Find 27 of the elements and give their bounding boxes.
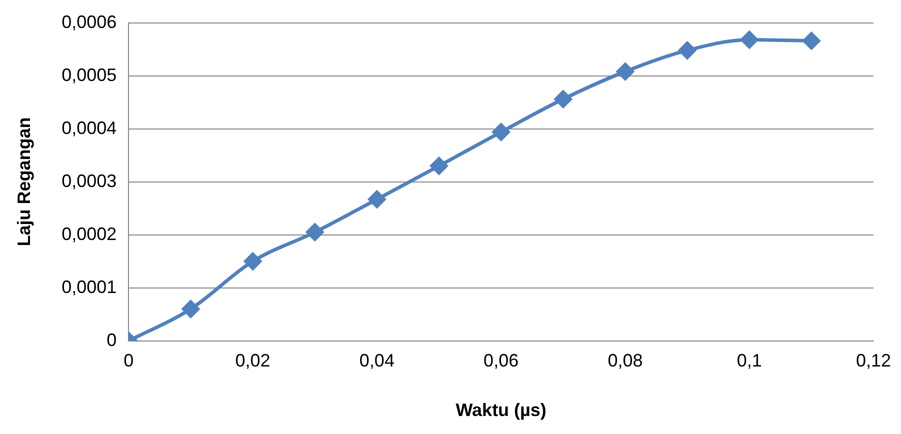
point <box>492 123 510 141</box>
x-axis-title: Waktu (µs) <box>456 400 546 420</box>
point <box>554 90 572 108</box>
x-tick-label: 0,12 <box>856 350 892 371</box>
y-tick-label: 0,0002 <box>62 224 117 244</box>
x-tick-label: 0 <box>124 350 134 371</box>
y-tick-label: 0,0003 <box>62 170 117 191</box>
y-tick-label: 0,0001 <box>62 276 117 297</box>
y-tick-label: 0,0004 <box>62 118 117 138</box>
point <box>678 42 696 60</box>
point <box>368 190 386 208</box>
point <box>802 32 820 50</box>
x-tick-label: 0,08 <box>608 350 643 371</box>
point <box>182 300 200 318</box>
y-tick-label: 0,0006 <box>62 12 117 32</box>
x-tick-label: 0,02 <box>235 350 270 371</box>
point <box>244 252 262 270</box>
point <box>430 157 448 175</box>
point <box>616 62 634 80</box>
x-tick-label: 0,06 <box>484 350 519 371</box>
point <box>306 223 324 241</box>
x-tick-label: 0,04 <box>359 350 394 371</box>
y-tick-label: 0,0005 <box>62 64 117 85</box>
y-tick-label: 0 <box>106 330 117 350</box>
point <box>740 31 758 49</box>
x-tick-label: 0,1 <box>736 350 762 371</box>
y-axis-title: Laju Regangan <box>14 117 34 246</box>
